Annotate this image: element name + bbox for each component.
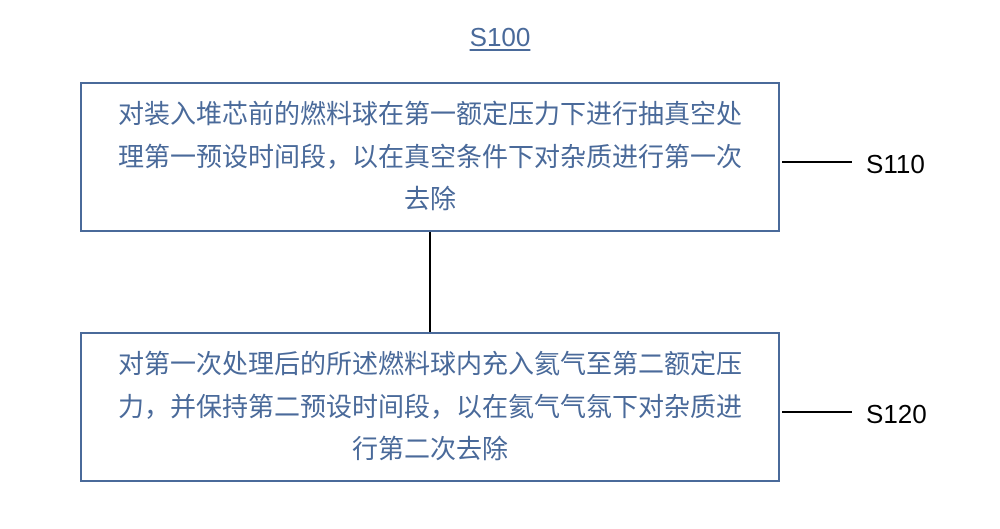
flowchart-connector (429, 232, 431, 332)
flowchart-label-s110: S110 (866, 149, 925, 180)
flowchart-node-s120: 对第一次处理后的所述燃料球内充入氦气至第二额定压力，并保持第二预设时间段，以在氦… (80, 332, 780, 482)
flowchart-label-s120: S120 (866, 399, 927, 430)
flowchart-node-text: 对第一次处理后的所述燃料球内充入氦气至第二额定压力，并保持第二预设时间段，以在氦… (112, 343, 748, 472)
flowchart-container: S100 对装入堆芯前的燃料球在第一额定压力下进行抽真空处理第一预设时间段，以在… (0, 0, 1000, 529)
flowchart-node-s110: 对装入堆芯前的燃料球在第一额定压力下进行抽真空处理第一预设时间段，以在真空条件下… (80, 82, 780, 232)
flowchart-leader-line (782, 161, 852, 163)
flowchart-title: S100 (470, 22, 531, 53)
flowchart-node-text: 对装入堆芯前的燃料球在第一额定压力下进行抽真空处理第一预设时间段，以在真空条件下… (112, 93, 748, 222)
flowchart-leader-line (782, 411, 852, 413)
